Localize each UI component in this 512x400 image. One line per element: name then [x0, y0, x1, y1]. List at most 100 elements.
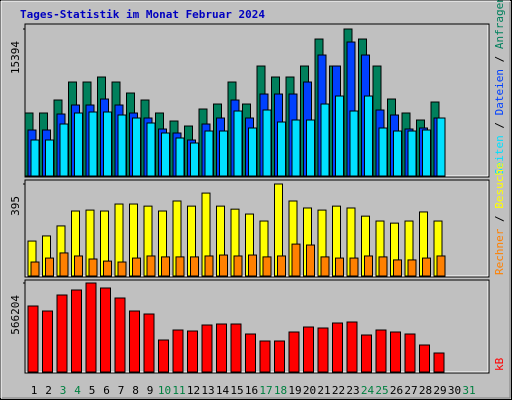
bar [317, 327, 329, 373]
bar [88, 111, 98, 177]
bar [190, 142, 199, 177]
bar [375, 329, 387, 373]
bar [407, 130, 417, 177]
legend-entry: Besuche [493, 162, 506, 208]
legend-separator: / [493, 209, 506, 229]
x-tick-label: 2 [45, 384, 52, 397]
bar [390, 331, 401, 373]
bar [59, 123, 69, 177]
legend-separator: / [493, 49, 506, 69]
bar [332, 322, 343, 373]
bar [248, 254, 257, 277]
y-tick-label: 395 [9, 196, 22, 216]
x-tick-label: 23 [346, 384, 359, 397]
legend-entry: kB [493, 357, 506, 371]
bar [436, 255, 446, 277]
bar [422, 257, 431, 277]
bar [103, 111, 112, 177]
bar [30, 261, 40, 277]
bar [407, 259, 417, 277]
bar [204, 255, 214, 277]
bar [100, 287, 111, 373]
x-tick-label: 5 [89, 384, 96, 397]
bar [288, 331, 300, 373]
bar [146, 255, 156, 277]
bar [262, 256, 272, 277]
bar [117, 261, 127, 277]
x-tick-label: 16 [245, 384, 258, 397]
bar [85, 282, 97, 373]
legend-entry: Anfragen [493, 0, 506, 49]
bar [335, 95, 344, 177]
x-tick-label: 10 [158, 384, 171, 397]
bar [419, 344, 430, 373]
bar [103, 260, 112, 277]
bar [117, 114, 127, 177]
bar [88, 258, 98, 277]
bar [291, 119, 301, 177]
bar [349, 257, 359, 277]
x-tick-label: 1 [31, 384, 38, 397]
bar [436, 117, 446, 177]
bar [393, 259, 402, 277]
x-tick-label: 24 [361, 384, 375, 397]
bar [259, 340, 271, 373]
bar [306, 119, 315, 177]
x-tick-label: 30 [448, 384, 461, 397]
bar [378, 127, 388, 177]
bar [187, 330, 198, 373]
x-tick-label: 29 [433, 384, 446, 397]
legend: Rechner / Besuche [493, 162, 506, 275]
legend-entry: Seiten [493, 135, 506, 175]
bar [30, 139, 40, 177]
y-tick-label: 15394 [9, 41, 22, 74]
x-tick-label: 31 [462, 384, 475, 397]
bar [306, 244, 315, 277]
bar [175, 256, 185, 277]
x-tick-label: 14 [216, 384, 230, 397]
bar [56, 294, 68, 373]
bar [364, 255, 373, 277]
bar [422, 129, 431, 177]
bar [219, 130, 228, 177]
x-tick-label: 12 [187, 384, 200, 397]
bar [262, 109, 272, 177]
x-tick-label: 18 [274, 384, 287, 397]
bar [291, 243, 301, 277]
bar [42, 310, 53, 373]
bar [277, 121, 286, 177]
x-tick-label: 6 [103, 384, 110, 397]
x-tick-label: 26 [390, 384, 403, 397]
bar [230, 323, 242, 373]
bar [233, 255, 243, 277]
bar [204, 130, 214, 177]
x-tick-label: 15 [230, 384, 243, 397]
bar [274, 340, 285, 373]
bar [175, 137, 185, 177]
bar [129, 310, 140, 373]
bar [161, 132, 170, 177]
x-tick-label: 11 [172, 384, 185, 397]
x-tick-label: 25 [375, 384, 388, 397]
x-tick-label: 27 [404, 384, 417, 397]
bar [190, 256, 199, 277]
bar [146, 122, 156, 177]
bar [361, 334, 372, 373]
bar [303, 326, 314, 373]
legend: kB [493, 357, 506, 371]
legend-separator: / [493, 115, 506, 135]
bar [59, 252, 69, 277]
bar [433, 352, 445, 373]
bar [404, 333, 416, 373]
chart-title: Tages-Statistik im Monat Februar 2024 [20, 8, 265, 21]
x-tick-label: 19 [288, 384, 301, 397]
x-tick-label: 20 [303, 384, 316, 397]
bar [45, 139, 54, 177]
bar [393, 130, 402, 177]
bar [378, 256, 388, 277]
bar [320, 256, 330, 277]
x-tick-label: 3 [60, 384, 67, 397]
legend-entry: Rechner [493, 228, 506, 275]
bar [320, 103, 330, 177]
